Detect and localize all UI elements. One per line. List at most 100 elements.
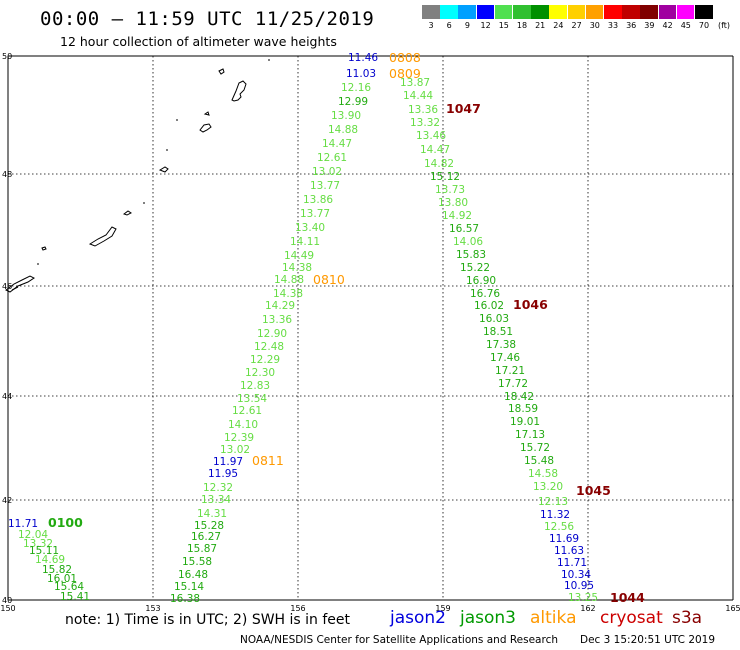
wave-height-value: 12.13 [538,496,568,508]
latitude-label: 46 [2,282,12,291]
wave-height-value: 15.41 [60,591,90,603]
legend-label: 15 [498,21,509,30]
wave-height-value: 15.58 [182,556,212,568]
wave-height-value: 13.32 [23,538,53,550]
map-title: 00:00 – 11:59 UTC 11/25/2019 [40,8,375,30]
wave-height-value: 14.49 [284,250,314,262]
latitude-label: 42 [2,496,12,505]
wave-height-value: 14.10 [228,419,258,431]
wave-height-value: 16.57 [449,223,479,235]
wave-height-value: 18.59 [508,403,538,415]
wave-height-value: 16.76 [470,288,500,300]
legend-label: 21 [535,21,546,30]
wave-height-value: 15.28 [194,520,224,532]
latitude-label: 44 [2,392,12,401]
wave-height-value: 13.86 [303,194,333,206]
legend-label: 3 [428,21,434,30]
wave-height-value: 14.47 [420,144,450,156]
pass-time-label: 0810 [313,272,345,287]
wave-height-value: 17.21 [495,365,525,377]
legend-swatch [422,5,440,19]
legend-label: 9 [464,21,470,30]
legend-label: 36 [626,21,637,30]
wave-height-value: 15.87 [187,543,217,555]
wave-height-value: 10.95 [564,580,594,592]
legend-swatch [695,5,713,19]
pass-time-label: 0808 [389,50,421,65]
longitude-label: 150 [0,604,15,613]
wave-height-value: 13.87 [400,77,430,89]
island [88,226,117,247]
pass-time-label: 0811 [252,453,284,468]
wave-height-value: 16.90 [466,275,496,287]
legend-label: 70 [698,21,710,30]
longitude-label: 162 [580,604,595,613]
wave-height-value: 17.38 [486,339,516,351]
wave-height-value: 15.64 [54,581,84,593]
longitude-label: 165 [725,604,740,613]
wave-height-value: 13.34 [201,494,231,506]
wave-height-value: 14.47 [322,138,352,150]
altimeter-value-labels: 11.46 11.03 12.16 12.99 13.90 14.88 14.47 12.61… [8,50,645,605]
wave-height-value: 16.48 [178,569,208,581]
wave-height-value: 13.36 [408,104,438,116]
wave-height-value: 16.38 [170,593,200,605]
pass-time-label: 0809 [389,66,421,81]
legend-label: 24 [553,21,564,30]
wave-height-value: 13.54 [237,393,267,405]
wave-height-value: 15.12 [430,171,460,183]
wave-height-value: 13.77 [310,180,340,192]
wave-height-value: 12.56 [544,521,574,533]
island [218,68,225,75]
wave-height-value: 12.32 [203,482,233,494]
wave-height-value: 13.80 [438,197,468,209]
wave-height-value: 12.83 [240,380,270,392]
footer-timestamp: Dec 3 15:20:51 UTC 2019 [580,634,716,646]
wave-height-value: 11.69 [549,533,579,545]
satellite-altika: altika [530,608,577,628]
wave-height-value: 14.11 [290,236,320,248]
wave-height-value: 12.16 [341,82,371,94]
wave-height-value: 15.22 [460,262,490,274]
lat-lon-grid: 150 153 156 159 162 165 50 48 46 44 42 40 [0,52,740,613]
satellite-cryosat: cryosat [600,608,663,628]
wave-height-value: 18.42 [504,391,534,403]
wave-height-value: 13.46 [416,130,446,142]
wave-height-value: 14.31 [197,508,227,520]
wave-height-value: 12.30 [245,367,275,379]
legend-label: 42 [662,21,673,30]
wave-height-value: 14.92 [442,210,472,222]
wave-height-value: 10.34 [561,569,591,581]
wave-height-value: 11.03 [346,68,376,80]
wave-height-value: 12.99 [338,96,368,108]
wave-height-value: 15.48 [524,455,554,467]
wave-height-value: 14.44 [403,90,433,102]
wave-height-value: 15.82 [42,564,72,576]
pass-time-label: 0100 [48,515,83,530]
wave-height-value: 13.20 [533,481,563,493]
wave-height-value: 13.36 [262,314,292,326]
legend-swatch [440,5,458,19]
satellite-s3a: s3a [672,608,703,628]
wave-height-value: 12.39 [224,432,254,444]
legend-label: 18 [516,21,528,30]
island [199,123,212,133]
wave-height-value: 16.27 [191,531,221,543]
wave-height-value: 11.95 [208,468,238,480]
legend-label: 12 [480,21,491,30]
legend-label: 33 [607,21,619,30]
wave-height-value: 15.72 [520,442,550,454]
island [203,111,210,116]
longitude-label: 156 [290,604,305,613]
legend-swatch [494,5,513,19]
wave-height-value: 13.90 [331,110,361,122]
wave-height-value: 11.71 [8,518,38,530]
legend-swatch [567,5,586,19]
wave-height-value: 15.14 [174,581,204,593]
island [158,166,169,173]
latitude-label: 48 [2,170,12,179]
legend-unit: (ft) [717,21,731,30]
wave-height-value: 14.38 [282,262,312,274]
wave-height-value: 14.69 [35,554,65,566]
